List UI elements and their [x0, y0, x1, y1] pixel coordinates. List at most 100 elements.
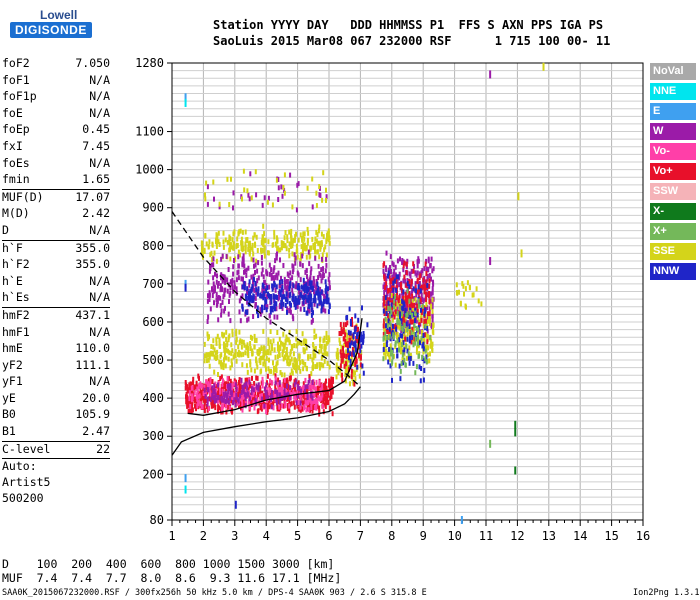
echo-point — [321, 256, 323, 262]
param-row: yF2 111.1 — [2, 358, 110, 375]
echo-point — [328, 240, 331, 246]
echo-point — [351, 317, 353, 322]
x-tick-label: 16 — [636, 529, 650, 543]
echo-point — [425, 267, 428, 273]
echo-point — [399, 314, 401, 320]
echo-point — [472, 292, 475, 298]
echo-point — [255, 360, 258, 366]
echo-point — [416, 289, 419, 295]
echo-point — [425, 291, 428, 297]
echo-point — [316, 362, 319, 368]
echo-point — [193, 396, 196, 402]
echo-point — [231, 383, 234, 389]
echo-point — [224, 399, 227, 404]
echo-point — [213, 398, 216, 404]
echo-point — [311, 384, 314, 390]
x-tick-label: 10 — [447, 529, 461, 543]
echo-point — [292, 351, 295, 357]
echo-point — [288, 395, 291, 401]
echo-point — [382, 356, 385, 362]
echo-point — [388, 273, 391, 279]
echo-point — [327, 400, 330, 405]
echo-point — [216, 333, 219, 339]
echo-point — [345, 322, 347, 328]
echo-point — [190, 409, 193, 415]
param-value: 2.42 — [82, 206, 110, 221]
echo-point — [195, 399, 198, 405]
echo-point — [252, 294, 255, 300]
echo-point — [306, 274, 308, 280]
echo-point — [382, 301, 385, 307]
param-row: foF1p N/A — [2, 89, 110, 106]
echo-point — [351, 347, 354, 352]
echo-point — [286, 238, 289, 244]
echo-point — [287, 391, 290, 397]
echo-point — [489, 439, 492, 448]
echo-point — [211, 351, 214, 357]
echo-point — [417, 298, 420, 304]
echo-point — [185, 399, 188, 405]
echo-point — [265, 307, 268, 313]
echo-point — [218, 359, 221, 365]
echo-point — [422, 346, 425, 352]
echo-point — [315, 203, 318, 208]
echo-point — [330, 376, 333, 382]
echo-point — [226, 398, 228, 404]
echo-point — [305, 254, 308, 260]
echo-point — [193, 390, 196, 396]
echo-point — [277, 387, 280, 393]
echo-point — [388, 287, 391, 293]
echo-point — [310, 391, 313, 397]
echo-point — [318, 254, 321, 260]
echo-point — [275, 242, 278, 248]
echo-point — [247, 316, 250, 322]
echo-point — [392, 262, 395, 268]
param-value: 7.45 — [82, 138, 110, 153]
y-tick-label: 80 — [150, 513, 164, 527]
echo-point — [201, 404, 204, 410]
echo-point — [271, 346, 273, 352]
echo-point — [293, 343, 296, 349]
echo-point — [322, 409, 325, 415]
echo-point — [298, 356, 301, 362]
echo-point — [279, 257, 281, 263]
echo-point — [232, 288, 235, 294]
echo-point — [231, 332, 234, 337]
echo-point — [229, 365, 232, 371]
echo-point — [384, 343, 387, 349]
legend-item: E — [650, 103, 696, 120]
echo-point — [317, 295, 320, 301]
echo-point — [256, 364, 259, 370]
echo-point — [389, 306, 392, 312]
echo-point — [304, 246, 307, 252]
echo-point — [192, 376, 195, 382]
echo-point — [261, 285, 264, 291]
param-value: N/A — [89, 105, 110, 120]
echo-point — [254, 391, 257, 397]
echo-point — [320, 395, 323, 401]
echo-point — [399, 299, 402, 305]
y-tick-label: 500 — [142, 353, 164, 367]
echo-point — [268, 391, 271, 397]
echo-point — [413, 295, 416, 301]
echo-point — [220, 312, 223, 318]
echo-point — [461, 281, 464, 287]
echo-point — [359, 331, 362, 337]
echo-point — [296, 385, 299, 391]
echo-point — [237, 230, 240, 236]
echo-point — [326, 235, 329, 241]
echo-point — [313, 399, 316, 405]
echo-point — [210, 344, 213, 349]
echo-point — [307, 298, 310, 304]
electron-density-profile — [171, 386, 361, 456]
echo-point — [325, 256, 328, 262]
echo-point — [266, 407, 269, 413]
echo-point — [349, 330, 352, 336]
echo-point — [408, 298, 411, 304]
virtual-height-trace — [187, 318, 363, 416]
echo-point — [220, 396, 223, 402]
echo-point — [207, 384, 210, 389]
param-value: N/A — [89, 324, 110, 339]
echo-point — [315, 229, 318, 235]
echo-point — [247, 192, 250, 198]
